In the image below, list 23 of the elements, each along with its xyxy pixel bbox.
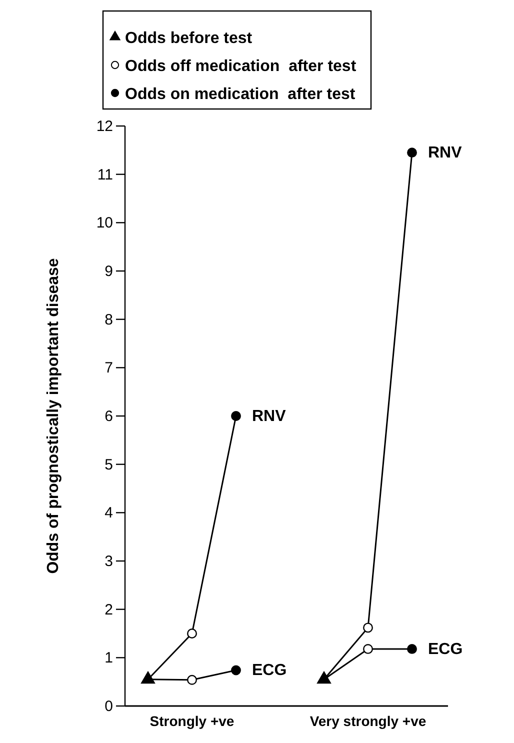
legend-label: Odds before test — [125, 30, 253, 47]
y-tick-label: 11 — [97, 166, 113, 184]
y-tick-label: 4 — [104, 504, 113, 522]
y-tick-label: 9 — [104, 263, 113, 280]
legend-label: Odds on medication after test — [125, 86, 356, 103]
y-tick-label: 3 — [104, 553, 113, 570]
series-label: ECG — [252, 662, 287, 680]
y-tick-label: 7 — [104, 360, 113, 377]
y-tick-label: 8 — [104, 311, 113, 328]
text: RNV — [428, 144, 462, 162]
y-tick-label: 0 — [104, 698, 113, 715]
y-tick-label: 1 — [104, 650, 113, 667]
y-tick-label: 6 — [104, 408, 113, 425]
y-tick-label: 5 — [104, 456, 113, 474]
y-tick-label: 2 — [104, 601, 113, 618]
series-label: RNV — [252, 408, 286, 425]
legend-label: Odds off medication after test — [125, 58, 357, 75]
y-tick-label: 12 — [96, 118, 113, 135]
y-tick-label: 10 — [96, 214, 113, 232]
y-axis-title: Odds of prognostically important disease — [45, 258, 62, 574]
x-tick-label: Very strongly +ve — [310, 713, 426, 729]
text: ECG — [428, 640, 463, 658]
x-tick-label: Strongly +ve — [150, 713, 234, 729]
